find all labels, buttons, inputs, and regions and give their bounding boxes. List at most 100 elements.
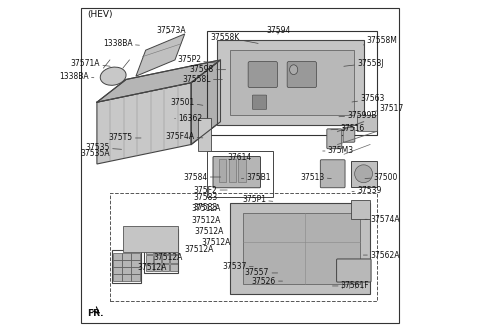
Text: 375F2: 375F2 bbox=[193, 186, 227, 195]
Bar bbox=[162, 263, 169, 271]
Text: 375M3: 375M3 bbox=[323, 147, 354, 155]
Polygon shape bbox=[230, 203, 370, 294]
Bar bbox=[146, 238, 153, 246]
Bar bbox=[170, 247, 178, 255]
Text: 37512A: 37512A bbox=[191, 215, 221, 225]
Text: 37512A: 37512A bbox=[194, 227, 224, 236]
Bar bbox=[146, 247, 153, 255]
Bar bbox=[132, 253, 140, 260]
Bar bbox=[170, 263, 178, 271]
Bar bbox=[162, 238, 169, 246]
Bar bbox=[154, 263, 161, 271]
FancyBboxPatch shape bbox=[336, 259, 371, 282]
Text: 37526: 37526 bbox=[252, 277, 283, 286]
FancyBboxPatch shape bbox=[213, 156, 261, 188]
Text: FR.: FR. bbox=[87, 309, 104, 318]
Bar bbox=[132, 275, 140, 281]
FancyBboxPatch shape bbox=[343, 127, 355, 142]
Polygon shape bbox=[191, 60, 220, 145]
Bar bbox=[170, 255, 178, 263]
Text: 37513: 37513 bbox=[300, 173, 331, 181]
Bar bbox=[350, 161, 377, 187]
Text: 37558K: 37558K bbox=[211, 33, 258, 43]
Text: 37558M: 37558M bbox=[363, 36, 398, 45]
Text: 375T5: 375T5 bbox=[108, 133, 141, 142]
Bar bbox=[357, 115, 377, 132]
Text: 37512A: 37512A bbox=[201, 238, 230, 247]
Bar bbox=[111, 250, 141, 283]
Text: 37512A: 37512A bbox=[191, 204, 221, 213]
Bar bbox=[350, 200, 370, 219]
Bar bbox=[146, 263, 153, 271]
Bar bbox=[228, 159, 236, 182]
Bar bbox=[154, 238, 161, 246]
Text: 37574A: 37574A bbox=[365, 215, 400, 224]
Bar bbox=[122, 267, 131, 274]
Polygon shape bbox=[243, 213, 360, 284]
Text: 37558L: 37558L bbox=[182, 75, 222, 84]
Polygon shape bbox=[97, 83, 191, 164]
Bar bbox=[198, 118, 211, 151]
FancyBboxPatch shape bbox=[252, 95, 267, 109]
FancyBboxPatch shape bbox=[287, 62, 316, 88]
Bar bbox=[123, 226, 178, 252]
Text: 37573A: 37573A bbox=[157, 26, 187, 35]
Bar bbox=[162, 255, 169, 263]
Text: 37583: 37583 bbox=[193, 193, 217, 202]
Bar bbox=[146, 255, 153, 263]
Bar bbox=[207, 151, 273, 196]
Bar bbox=[113, 267, 121, 274]
Text: 37535A: 37535A bbox=[80, 149, 110, 158]
Ellipse shape bbox=[289, 65, 298, 74]
Text: 37614: 37614 bbox=[228, 153, 252, 162]
Text: 37517: 37517 bbox=[372, 104, 404, 113]
Ellipse shape bbox=[100, 67, 126, 85]
Text: 37563: 37563 bbox=[352, 94, 384, 103]
FancyBboxPatch shape bbox=[320, 160, 345, 188]
Bar bbox=[113, 253, 121, 260]
Bar bbox=[132, 267, 140, 274]
Polygon shape bbox=[136, 34, 185, 76]
Bar bbox=[239, 159, 246, 182]
Bar bbox=[144, 229, 178, 273]
Text: 37535: 37535 bbox=[85, 143, 121, 152]
Text: 375B1: 375B1 bbox=[241, 173, 271, 181]
Text: 37516: 37516 bbox=[331, 124, 365, 133]
Text: 37501: 37501 bbox=[170, 98, 203, 107]
Text: 37571A: 37571A bbox=[71, 59, 110, 68]
Bar bbox=[122, 260, 131, 267]
Polygon shape bbox=[217, 40, 363, 125]
Bar bbox=[122, 275, 131, 281]
Text: 37512A: 37512A bbox=[138, 263, 167, 272]
Text: 16362: 16362 bbox=[175, 114, 203, 123]
Bar bbox=[146, 230, 153, 237]
Ellipse shape bbox=[355, 165, 372, 183]
Text: 37584: 37584 bbox=[183, 173, 221, 181]
Bar bbox=[113, 275, 121, 281]
Text: 37594: 37594 bbox=[267, 26, 291, 35]
Text: 37598: 37598 bbox=[190, 65, 226, 74]
Text: 37539: 37539 bbox=[352, 186, 382, 195]
Text: 37558J: 37558J bbox=[344, 59, 384, 68]
Bar bbox=[154, 255, 161, 263]
Text: 37561F: 37561F bbox=[333, 281, 370, 291]
Text: 37557: 37557 bbox=[245, 268, 277, 277]
Bar bbox=[110, 193, 377, 300]
Text: (HEV): (HEV) bbox=[87, 10, 113, 19]
Text: 375P2: 375P2 bbox=[177, 55, 216, 64]
Text: 375P1: 375P1 bbox=[242, 195, 273, 204]
FancyBboxPatch shape bbox=[327, 129, 342, 149]
Polygon shape bbox=[230, 50, 354, 115]
Text: 37537: 37537 bbox=[222, 262, 253, 271]
Bar bbox=[122, 253, 131, 260]
Bar bbox=[113, 260, 121, 267]
Text: 37562A: 37562A bbox=[363, 251, 399, 259]
Text: 37583: 37583 bbox=[193, 202, 217, 212]
Bar bbox=[132, 260, 140, 267]
Bar bbox=[162, 247, 169, 255]
Bar bbox=[170, 230, 178, 237]
Bar bbox=[154, 230, 161, 237]
Bar bbox=[219, 159, 226, 182]
Text: 37599B: 37599B bbox=[339, 111, 377, 120]
FancyBboxPatch shape bbox=[248, 62, 277, 88]
